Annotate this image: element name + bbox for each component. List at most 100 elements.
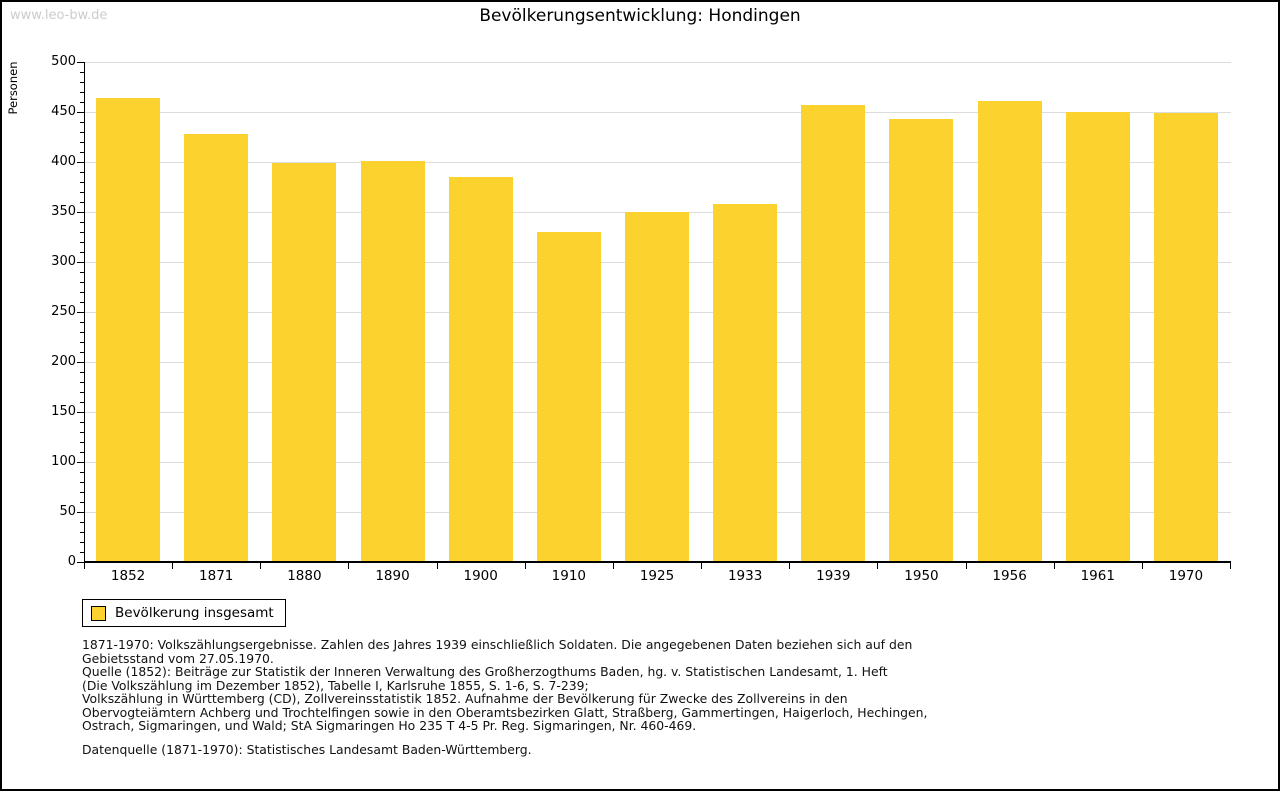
x-tick — [348, 563, 350, 569]
y-tick — [77, 312, 84, 313]
y-tick-label: 100 — [51, 454, 76, 469]
bar-1852 — [96, 98, 161, 562]
y-tick — [80, 522, 84, 523]
y-tick — [80, 272, 84, 273]
y-tick — [80, 482, 84, 483]
y-tick — [80, 382, 84, 383]
y-tick — [80, 502, 84, 503]
y-tick — [80, 82, 84, 83]
footnote-line: Obervogteiämtern Achberg und Trochtelfin… — [82, 704, 928, 720]
y-tick — [80, 292, 84, 293]
y-tick — [80, 402, 84, 403]
y-tick — [80, 372, 84, 373]
x-tick — [965, 563, 967, 569]
x-tick-label: 1880 — [287, 568, 322, 584]
x-tick — [524, 563, 526, 569]
legend-label: Bevölkerung insgesamt — [115, 605, 274, 621]
bar-1910 — [536, 232, 601, 562]
y-tick — [77, 162, 84, 163]
footnote-block: 1871-1970: Volkszählungsergebnisse. Zahl… — [82, 638, 927, 733]
bar-1871 — [184, 134, 249, 562]
bar-1880 — [272, 163, 337, 562]
x-tick — [436, 563, 438, 569]
y-tick — [77, 112, 84, 113]
y-tick — [77, 262, 84, 263]
x-tick — [612, 563, 614, 569]
y-tick — [77, 362, 84, 363]
y-tick — [80, 552, 84, 553]
x-tick-label: 1925 — [639, 568, 675, 584]
x-tick-label: 1961 — [1080, 568, 1115, 584]
y-tick — [80, 132, 84, 133]
bar-1956 — [977, 101, 1042, 562]
y-tick — [77, 62, 84, 63]
y-tick — [80, 392, 84, 393]
y-tick — [80, 202, 84, 203]
x-tick — [1141, 563, 1143, 569]
x-tick-label: 1970 — [1168, 568, 1204, 584]
x-tick-label: 1939 — [816, 568, 851, 584]
legend-swatch-icon — [91, 605, 106, 621]
gridline — [85, 112, 1231, 113]
y-tick — [80, 542, 84, 543]
legend: Bevölkerung insgesamt — [82, 599, 286, 627]
x-tick-label: 1900 — [463, 568, 498, 584]
footnote-line: Quelle (1852): Beiträge zur Statistik de… — [82, 664, 888, 679]
x-tick-label: 1871 — [199, 568, 234, 584]
bar-1890 — [360, 161, 425, 562]
y-tick — [80, 322, 84, 323]
y-tick — [77, 212, 84, 213]
y-tick — [77, 462, 84, 463]
footnote-line: Volkszählung in Württemberg (CD), Zollve… — [82, 691, 848, 706]
bar-1925 — [625, 212, 689, 562]
y-tick — [80, 342, 84, 343]
y-tick-label: 450 — [51, 104, 76, 119]
datasource-line: Datenquelle (1871-1970): Statistisches L… — [82, 742, 532, 757]
x-tick — [84, 563, 85, 569]
y-tick — [80, 472, 84, 473]
x-tick-label: 1852 — [110, 568, 146, 584]
y-tick — [80, 222, 84, 223]
y-tick-label: 150 — [51, 404, 76, 419]
y-tick-label: 0 — [67, 554, 76, 569]
x-axis-line — [84, 561, 1231, 563]
bar-1950 — [889, 119, 954, 562]
x-tick-label: 1890 — [375, 568, 410, 584]
y-tick — [80, 72, 84, 73]
y-tick — [80, 232, 84, 233]
x-tick — [1053, 563, 1055, 569]
y-tick — [80, 302, 84, 303]
x-tick-label: 1950 — [904, 568, 939, 584]
bar-1961 — [1065, 112, 1130, 562]
y-tick — [80, 432, 84, 433]
footnote-line: Ostrach, Sigmaringen, und Wald; StA Sigm… — [82, 718, 697, 733]
y-tick — [80, 152, 84, 153]
x-tick — [877, 563, 879, 569]
y-tick — [80, 92, 84, 93]
footnote-line: 1871-1970: Volkszählungsergebnisse. Zahl… — [82, 637, 913, 652]
y-tick — [80, 122, 84, 123]
x-tick — [260, 563, 262, 569]
y-tick-label: 300 — [51, 254, 76, 269]
y-tick — [80, 352, 84, 353]
site-watermark: www.leo-bw.de — [10, 8, 108, 23]
y-tick — [77, 512, 84, 513]
bar-1970 — [1153, 113, 1218, 562]
gridline — [85, 162, 1231, 163]
gridline — [85, 62, 1231, 63]
y-tick — [77, 412, 84, 413]
chart-title: Bevölkerungsentwicklung: Hondingen — [479, 6, 801, 26]
bar-1900 — [448, 177, 513, 562]
x-tick-label: 1956 — [992, 568, 1027, 584]
y-tick — [80, 492, 84, 493]
y-tick — [80, 172, 84, 173]
x-tick — [789, 563, 791, 569]
y-tick — [80, 442, 84, 443]
footnote-line: (Die Volkszählung im Dezember 1852), Tab… — [82, 677, 589, 693]
y-tick — [77, 562, 84, 563]
y-tick — [80, 452, 84, 453]
x-tick-label: 1910 — [551, 568, 587, 584]
x-tick — [701, 563, 703, 569]
plot-area — [84, 62, 1231, 562]
y-tick-label: 350 — [51, 204, 76, 219]
